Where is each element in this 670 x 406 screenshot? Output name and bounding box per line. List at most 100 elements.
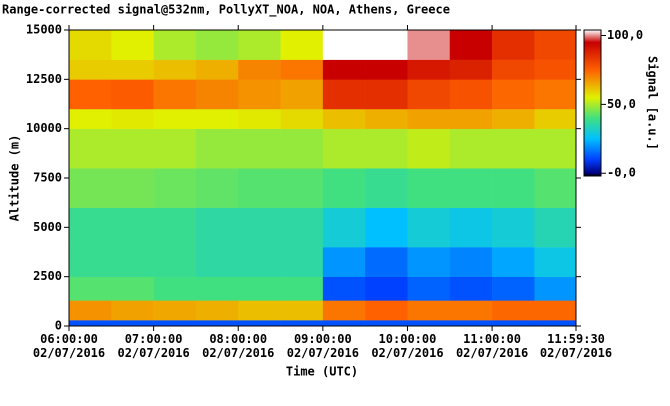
heatmap-cell [238, 59, 281, 80]
heatmap-cell [111, 108, 154, 129]
heatmap-cell [449, 128, 493, 169]
x-tick-label: 06:00:00 02/07/2016 [32, 332, 106, 360]
heatmap-cell [195, 128, 239, 169]
heatmap-cell [407, 276, 451, 301]
heatmap-cell [449, 300, 493, 321]
x-tick-label: 08:00:00 02/07/2016 [202, 332, 275, 360]
heatmap-cell [280, 247, 324, 277]
heatmap-cell [322, 320, 366, 327]
heatmap-cell [407, 108, 451, 129]
heatmap-cell [280, 276, 324, 301]
heatmap-cell [238, 168, 281, 208]
x-tick-label: 11:59:30 02/07/2016 [539, 332, 613, 360]
heatmap-cell [492, 207, 535, 248]
heatmap-cell [238, 207, 281, 248]
heatmap-cell [365, 79, 408, 110]
heatmap-cell [153, 300, 197, 321]
heatmap-cell [111, 276, 154, 301]
heatmap-cell [69, 300, 112, 321]
heatmap-cell [195, 30, 239, 60]
heatmap-cell [534, 128, 577, 169]
heatmap-cell [238, 108, 281, 129]
heatmap-cell [365, 276, 408, 301]
heatmap-cell [534, 30, 577, 60]
heatmap-cell [153, 79, 197, 110]
heatmap-cell [449, 276, 493, 301]
heatmap-cell [111, 207, 154, 248]
heatmap-cell [322, 30, 366, 60]
heatmap-cell [407, 207, 451, 248]
x-tick-label: 09:00:00 02/07/2016 [286, 332, 359, 360]
heatmap-cell [195, 320, 239, 327]
heatmap-cell [407, 59, 451, 80]
heatmap-cell [238, 128, 281, 169]
heatmap-cell [492, 168, 535, 208]
heatmap-cell [69, 79, 112, 110]
heatmap-cell [280, 30, 324, 60]
heatmap-cell [365, 168, 408, 208]
heatmap-cell [492, 300, 535, 321]
heatmap-cell [280, 168, 324, 208]
heatmap-cell [407, 300, 451, 321]
heatmap-cell [111, 247, 154, 277]
heatmap-cell [365, 128, 408, 169]
heatmap-cell [195, 79, 239, 110]
heatmap-cell [449, 30, 493, 60]
heatmap-cell [492, 108, 535, 129]
heatmap-cell [407, 247, 451, 277]
y-tick-label: 2500 [33, 269, 62, 283]
heatmap-cell [365, 108, 408, 129]
heatmap-cell [280, 79, 324, 110]
heatmap-cell [111, 128, 154, 169]
x-tick-label: 07:00:00 02/07/2016 [117, 332, 190, 360]
heatmap-cell [69, 168, 112, 208]
heatmap-cell [195, 168, 239, 208]
heatmap-cell [449, 207, 493, 248]
heatmap-cell [534, 300, 577, 321]
heatmap-cell [238, 276, 281, 301]
heatmap-cell [153, 168, 197, 208]
heatmap-cell [280, 320, 324, 327]
heatmap-cell [111, 300, 154, 321]
colorbar-tick-label: 100,0 [607, 28, 643, 42]
heatmap-cell [322, 276, 366, 301]
colorbar-label: Signal [a.u.] [646, 56, 660, 150]
heatmap-cell [111, 320, 154, 327]
x-tick-label: 10:00:00 02/07/2016 [371, 332, 444, 360]
heatmap-cell [534, 79, 577, 110]
heatmap-cell [534, 247, 577, 277]
heatmap-cell [280, 300, 324, 321]
heatmap-cell [153, 30, 197, 60]
heatmap-cell [195, 59, 239, 80]
heatmap-cell [111, 79, 154, 110]
heatmap-cell [69, 247, 112, 277]
heatmap-cell [407, 30, 451, 60]
heatmap-cell [492, 79, 535, 110]
heatmap-cell [365, 59, 408, 80]
x-axis-label: Time (UTC) [286, 365, 358, 379]
heatmap-cell [407, 79, 451, 110]
heatmap-cell [492, 59, 535, 80]
heatmap-cell [111, 168, 154, 208]
heatmap-cell [153, 320, 197, 327]
colorbar [583, 29, 602, 177]
heatmap-cell [322, 168, 366, 208]
heatmap-cell [322, 128, 366, 169]
heatmap-cell [492, 276, 535, 301]
heatmap-cell [153, 247, 197, 277]
heatmap-cell [534, 59, 577, 80]
heatmap-cell [69, 320, 112, 327]
heatmap-cell [449, 59, 493, 80]
heatmap-cell [111, 59, 154, 80]
heatmap-cell [534, 108, 577, 129]
heatmap-cell [449, 320, 493, 327]
heatmap-cell [322, 108, 366, 129]
heatmap-cell [69, 276, 112, 301]
heatmap-cell [492, 128, 535, 169]
heatmap-cell [365, 207, 408, 248]
heatmap-cell [69, 128, 112, 169]
heatmap-cell [280, 207, 324, 248]
y-tick-label: 10000 [26, 121, 62, 135]
heatmap-cell [322, 207, 366, 248]
